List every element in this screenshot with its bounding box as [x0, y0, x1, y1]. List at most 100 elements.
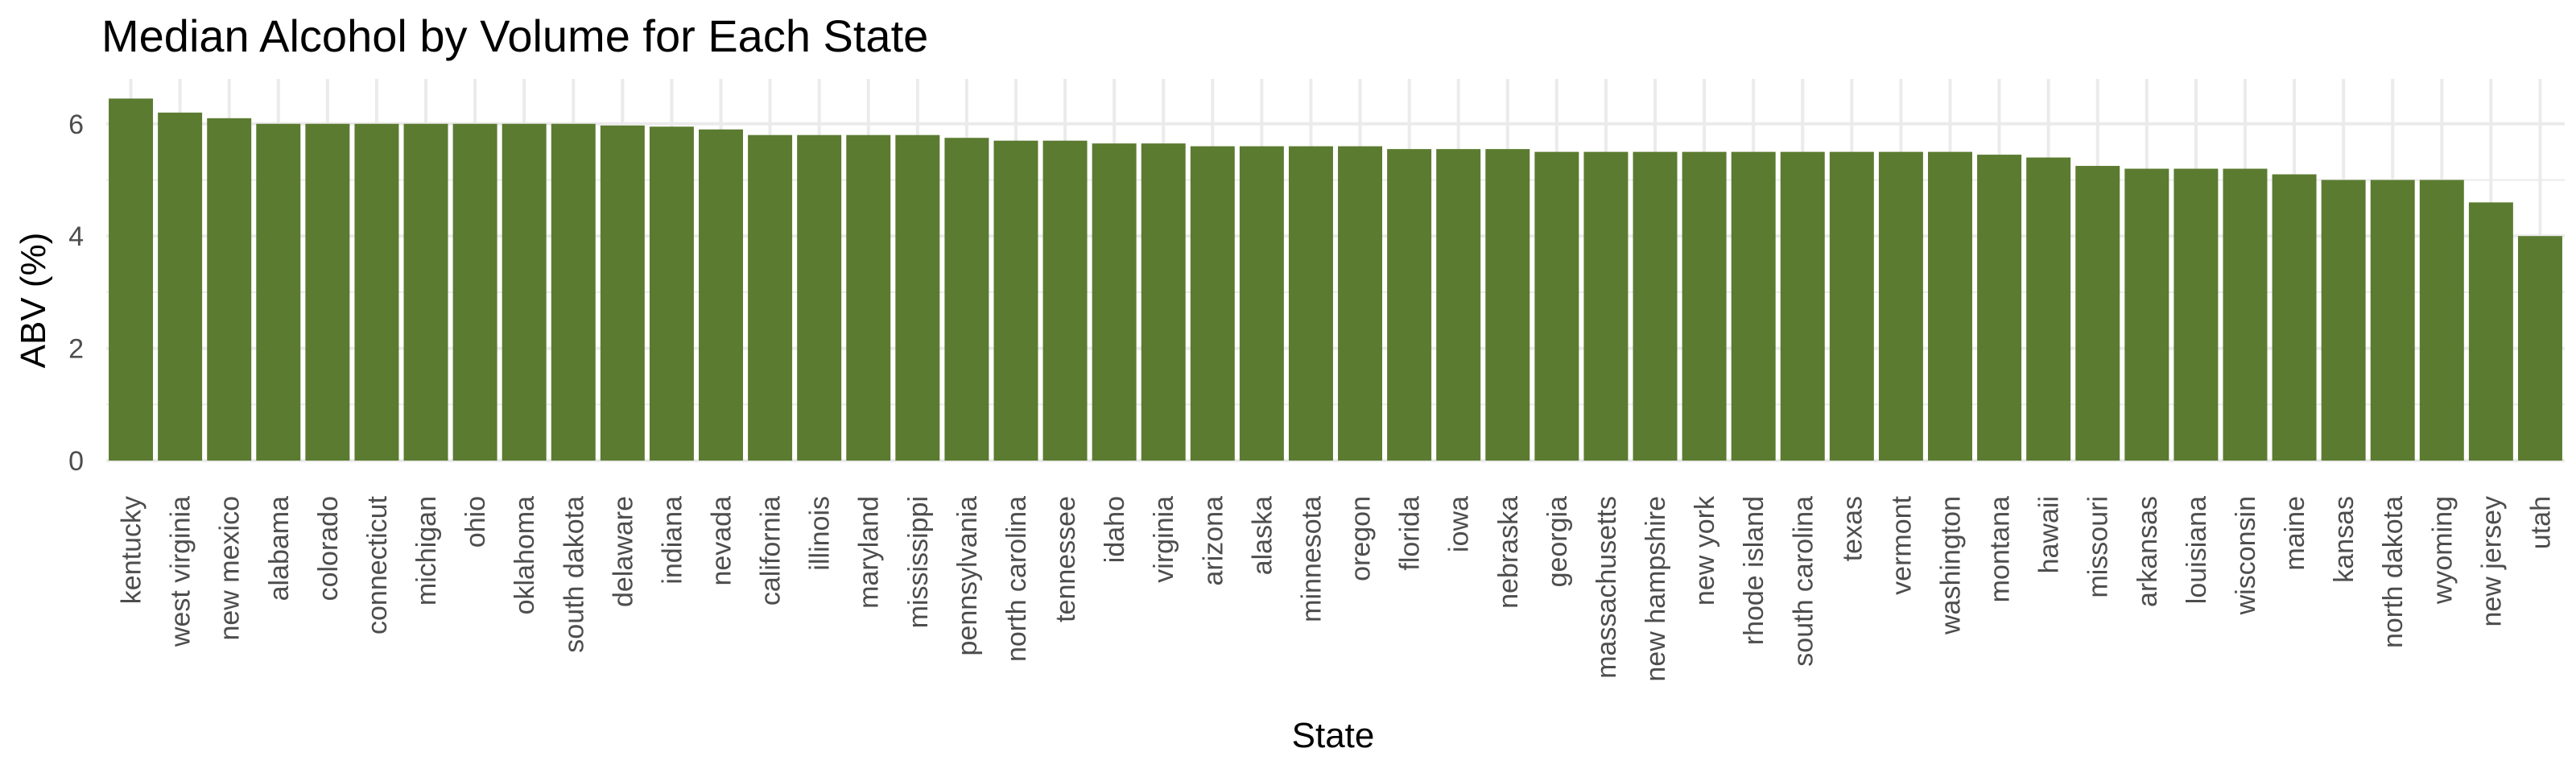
- bar: [1485, 149, 1530, 461]
- x-tick-label: wisconsin: [2231, 496, 2261, 615]
- x-tick-label: rhode island: [1739, 496, 1769, 645]
- x-tick-label: new mexico: [215, 496, 246, 641]
- bar: [207, 118, 252, 461]
- bar: [2272, 174, 2317, 461]
- bar: [1780, 151, 1825, 461]
- bar: [551, 123, 596, 461]
- x-tick-label: nebraska: [1493, 496, 1524, 609]
- bar: [2419, 180, 2464, 461]
- bar: [993, 140, 1038, 461]
- bar: [1928, 151, 1972, 461]
- x-tick-label: maryland: [854, 496, 885, 609]
- x-tick-label: vermont: [1886, 495, 1917, 594]
- bar: [1141, 143, 1186, 461]
- bar: [403, 123, 448, 461]
- bar: [452, 123, 497, 461]
- bar: [1436, 149, 1481, 461]
- bar: [1583, 151, 1629, 461]
- bar: [2468, 202, 2513, 461]
- x-tick-label: illinois: [805, 496, 836, 571]
- bar: [1387, 149, 1432, 461]
- x-tick-label: new jersey: [2476, 496, 2507, 627]
- x-tick-label: massachusetts: [1591, 496, 1622, 679]
- bar: [1977, 155, 2022, 461]
- bar: [1731, 151, 1776, 461]
- bar: [354, 123, 399, 461]
- bar: [305, 123, 350, 461]
- bar: [1042, 140, 1088, 461]
- bars: [109, 98, 2562, 461]
- bar: [2223, 168, 2268, 461]
- x-tick-label: utah: [2525, 496, 2556, 549]
- x-tick-label: florida: [1395, 496, 1426, 571]
- bar: [699, 129, 743, 461]
- bar: [1092, 143, 1137, 461]
- bar: [158, 112, 203, 461]
- x-tick-label: iowa: [1444, 496, 1475, 552]
- x-tick-label: mississippi: [903, 496, 934, 628]
- y-tick-label: 6: [68, 110, 84, 140]
- x-tick-label: hawaii: [2034, 496, 2065, 573]
- x-tick-label: georgia: [1542, 496, 1573, 588]
- x-tick-label: north dakota: [2378, 496, 2409, 648]
- bar: [2026, 157, 2071, 461]
- bar: [1633, 151, 1678, 461]
- bar: [846, 134, 891, 461]
- x-tick-label: oklahoma: [510, 496, 540, 615]
- bar: [2517, 236, 2562, 461]
- bar: [1829, 151, 1874, 461]
- x-tick-label: tennessee: [1051, 496, 1081, 622]
- bar: [797, 134, 842, 461]
- bar: [748, 134, 793, 461]
- y-tick-label: 0: [68, 446, 84, 477]
- x-tick-label: alaska: [1247, 496, 1278, 575]
- bar: [109, 98, 154, 461]
- bar: [600, 125, 645, 461]
- x-tick-label: new york: [1690, 495, 1720, 606]
- x-tick-label: minnesota: [1296, 496, 1327, 622]
- x-tick-label: colorado: [313, 496, 344, 601]
- x-tick-label: arkansas: [2132, 496, 2163, 607]
- y-tick-label: 2: [68, 334, 84, 365]
- bar: [1682, 151, 1727, 461]
- x-tick-label: new hampshire: [1641, 496, 1671, 682]
- x-tick-label: maine: [2280, 496, 2310, 571]
- y-axis-title: ABV (%): [14, 233, 53, 369]
- x-tick-label: kentucky: [117, 496, 147, 604]
- x-tick-label: alabama: [264, 496, 295, 601]
- x-tick-label: idaho: [1100, 496, 1130, 563]
- x-tick-label: kansas: [2329, 496, 2359, 583]
- bar: [1878, 151, 1923, 461]
- x-tick-label: montana: [1985, 496, 2016, 602]
- bar: [2321, 180, 2366, 461]
- x-axis-ticks: kentucky west virginia new mexico alabama co…: [117, 495, 2557, 682]
- bar: [649, 126, 694, 461]
- y-axis-ticks: 0 2 4 6: [68, 110, 84, 477]
- bar: [256, 123, 301, 461]
- x-tick-label: texas: [1837, 496, 1868, 561]
- x-tick-label: pennsylvania: [952, 496, 983, 656]
- bar: [1338, 146, 1383, 461]
- x-tick-label: oregon: [1346, 496, 1377, 581]
- bar: [2124, 168, 2169, 461]
- x-tick-label: missouri: [2083, 496, 2114, 598]
- bar: [1288, 146, 1333, 461]
- y-tick-label: 4: [68, 221, 84, 252]
- bar: [2174, 168, 2219, 461]
- bar: [502, 123, 547, 461]
- x-tick-label: indiana: [657, 496, 687, 585]
- x-tick-label: virginia: [1149, 496, 1179, 583]
- x-axis-title: State: [1292, 716, 1375, 755]
- x-tick-label: nevada: [707, 496, 737, 586]
- x-tick-label: louisiana: [2182, 496, 2212, 604]
- x-tick-label: north carolina: [1001, 496, 1032, 662]
- bar: [895, 134, 940, 461]
- bar: [2370, 180, 2415, 461]
- bar: [1190, 146, 1235, 461]
- bar: [2075, 166, 2120, 461]
- x-tick-label: south dakota: [559, 496, 589, 653]
- x-tick-label: washington: [1936, 496, 1967, 635]
- x-tick-label: california: [756, 496, 786, 606]
- x-tick-label: connecticut: [362, 495, 393, 635]
